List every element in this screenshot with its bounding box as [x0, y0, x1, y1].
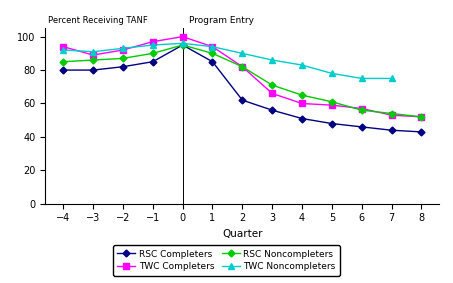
- TWC Completers: [419, 115, 424, 119]
- TWC Completers: [240, 65, 245, 68]
- TWC Noncompleters: [180, 42, 185, 45]
- TWC Completers: [150, 40, 155, 43]
- RSC Completers: [61, 68, 66, 72]
- Text: Percent Receiving TANF: Percent Receiving TANF: [48, 16, 148, 25]
- RSC Noncompleters: [90, 58, 96, 62]
- TWC Noncompleters: [61, 48, 66, 52]
- RSC Noncompleters: [61, 60, 66, 63]
- RSC Completers: [240, 98, 245, 102]
- TWC Noncompleters: [270, 58, 275, 62]
- TWC Noncompleters: [150, 43, 155, 47]
- TWC Completers: [270, 92, 275, 95]
- RSC Completers: [270, 108, 275, 112]
- TWC Completers: [180, 35, 185, 38]
- RSC Noncompleters: [240, 65, 245, 68]
- RSC Noncompleters: [419, 115, 424, 119]
- RSC Completers: [180, 43, 185, 47]
- RSC Noncompleters: [329, 100, 335, 104]
- RSC Noncompleters: [359, 108, 365, 112]
- TWC Completers: [299, 102, 305, 105]
- TWC Completers: [389, 113, 395, 117]
- TWC Noncompleters: [329, 72, 335, 75]
- RSC Completers: [389, 128, 395, 132]
- RSC Noncompleters: [389, 112, 395, 115]
- TWC Noncompleters: [90, 50, 96, 53]
- TWC Noncompleters: [210, 45, 215, 48]
- RSC Noncompleters: [120, 57, 125, 60]
- TWC Completers: [210, 45, 215, 48]
- RSC Completers: [299, 117, 305, 120]
- RSC Noncompleters: [210, 52, 215, 55]
- Line: TWC Completers: TWC Completers: [60, 34, 424, 120]
- TWC Completers: [61, 45, 66, 48]
- TWC Noncompleters: [240, 52, 245, 55]
- RSC Noncompleters: [270, 83, 275, 87]
- Legend: RSC Completers, TWC Completers, RSC Noncompleters, TWC Noncompleters: RSC Completers, TWC Completers, RSC Nonc…: [113, 245, 340, 276]
- Line: RSC Completers: RSC Completers: [61, 42, 424, 134]
- TWC Noncompleters: [359, 77, 365, 80]
- TWC Completers: [359, 107, 365, 110]
- RSC Completers: [329, 122, 335, 125]
- X-axis label: Quarter: Quarter: [222, 229, 263, 239]
- RSC Completers: [419, 130, 424, 134]
- TWC Completers: [90, 53, 96, 57]
- TWC Completers: [120, 48, 125, 52]
- RSC Noncompleters: [150, 52, 155, 55]
- RSC Noncompleters: [180, 43, 185, 47]
- RSC Completers: [210, 60, 215, 63]
- TWC Noncompleters: [120, 47, 125, 50]
- TWC Completers: [329, 104, 335, 107]
- Line: TWC Noncompleters: TWC Noncompleters: [60, 40, 395, 82]
- TWC Noncompleters: [389, 77, 395, 80]
- RSC Noncompleters: [299, 93, 305, 97]
- Text: Program Entry: Program Entry: [188, 16, 254, 25]
- RSC Completers: [90, 68, 96, 72]
- Line: RSC Noncompleters: RSC Noncompleters: [61, 42, 424, 119]
- RSC Completers: [359, 125, 365, 128]
- RSC Completers: [150, 60, 155, 63]
- RSC Completers: [120, 65, 125, 68]
- TWC Noncompleters: [299, 63, 305, 67]
